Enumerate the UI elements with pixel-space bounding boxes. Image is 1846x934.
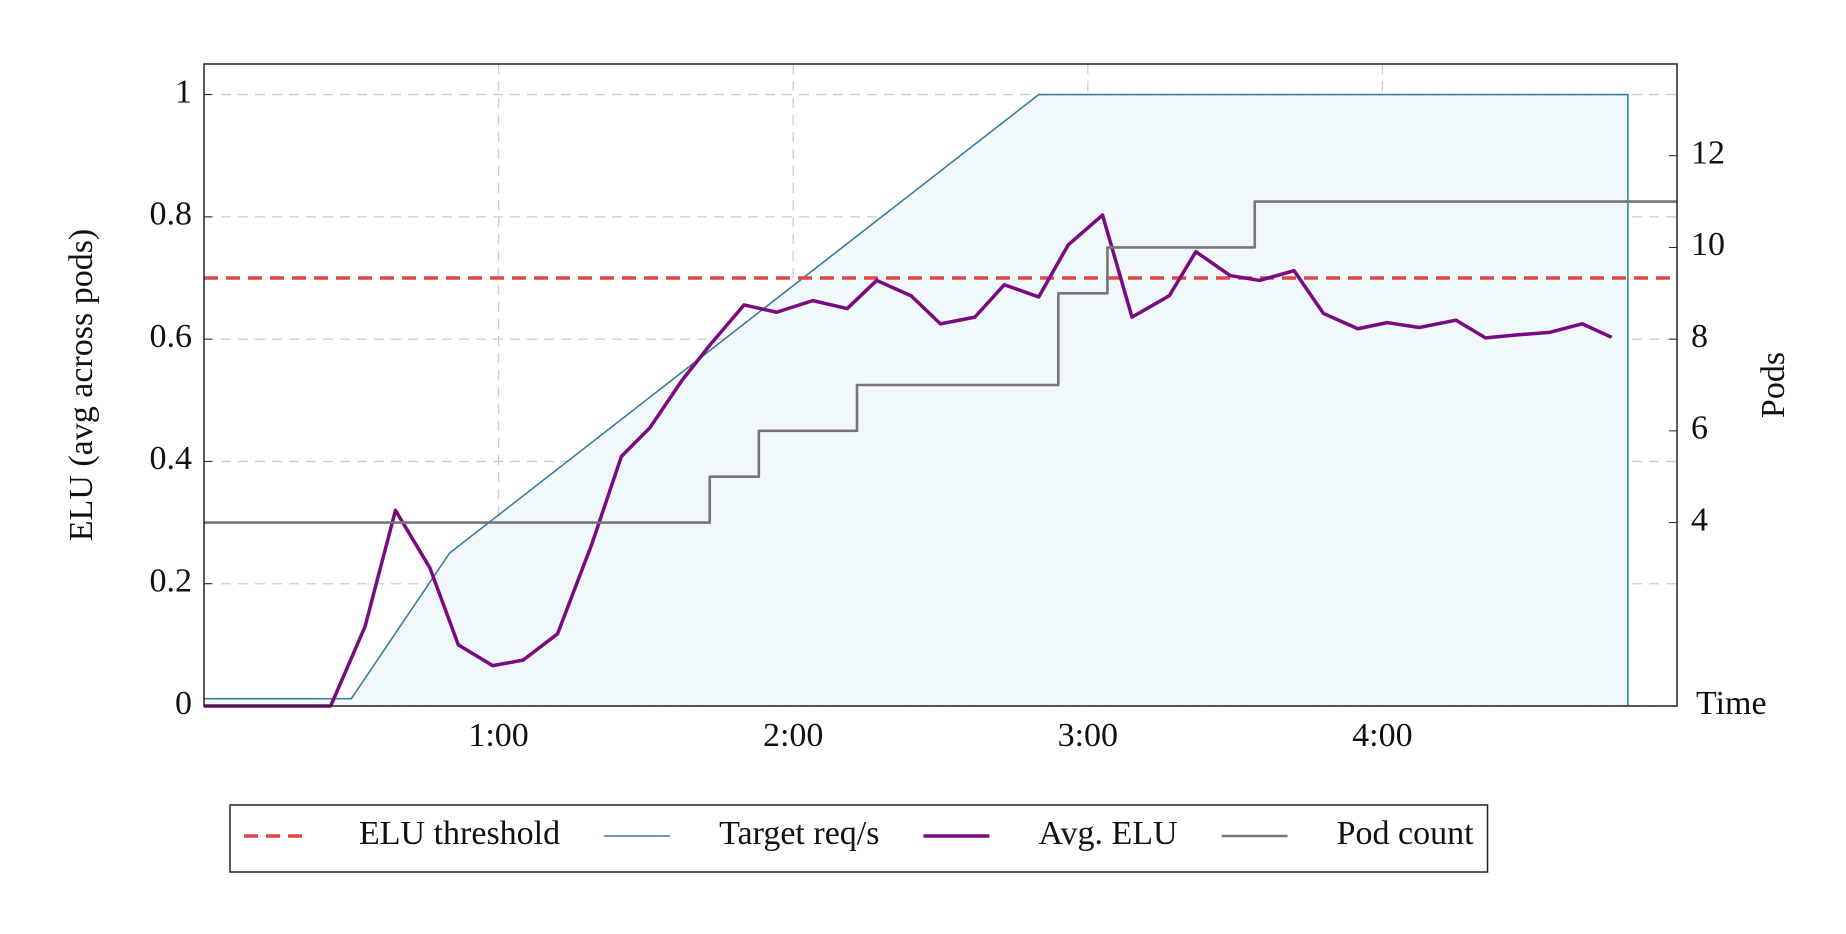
y2-axis-label: Pods — [1755, 352, 1792, 418]
y-tick-label: 0.4 — [150, 440, 193, 477]
legend-label: Pod count — [1337, 815, 1475, 852]
area-fill — [204, 94, 1628, 707]
y2-tick-label: 4 — [1691, 501, 1708, 538]
y-tick-label: 0.2 — [150, 563, 193, 600]
legend-label: ELU threshold — [359, 815, 560, 852]
y-tick-label: 0.6 — [150, 318, 193, 355]
y2-tick-label: 12 — [1691, 135, 1725, 172]
y-tick-label: 0.8 — [150, 196, 193, 233]
legend-label: Target req/s — [719, 815, 879, 852]
y2-tick-label: 8 — [1691, 318, 1708, 355]
plot-frame — [203, 63, 1678, 707]
x-tick-label: 1:00 — [468, 717, 528, 754]
x-axis-label: Time — [1696, 685, 1767, 722]
y-tick-label: 1 — [175, 73, 192, 110]
y-axis-label: ELU (avg across pods) — [63, 229, 100, 542]
x-tick-label: 2:00 — [763, 717, 823, 754]
y2-tick-label: 6 — [1691, 410, 1708, 447]
x-tick-label: 4:00 — [1352, 717, 1412, 754]
x-tick-label: 3:00 — [1058, 717, 1118, 754]
legend: ELU threshold Target req/s Avg. ELU Pod cou… — [229, 804, 1489, 873]
legend-label: Avg. ELU — [1038, 815, 1177, 852]
series-line — [204, 93, 1629, 706]
y-tick-label: 0 — [175, 685, 192, 722]
y2-tick-label: 10 — [1691, 226, 1725, 263]
series-line — [204, 200, 1677, 524]
legend-box — [229, 804, 1489, 873]
series-line — [204, 213, 1613, 708]
